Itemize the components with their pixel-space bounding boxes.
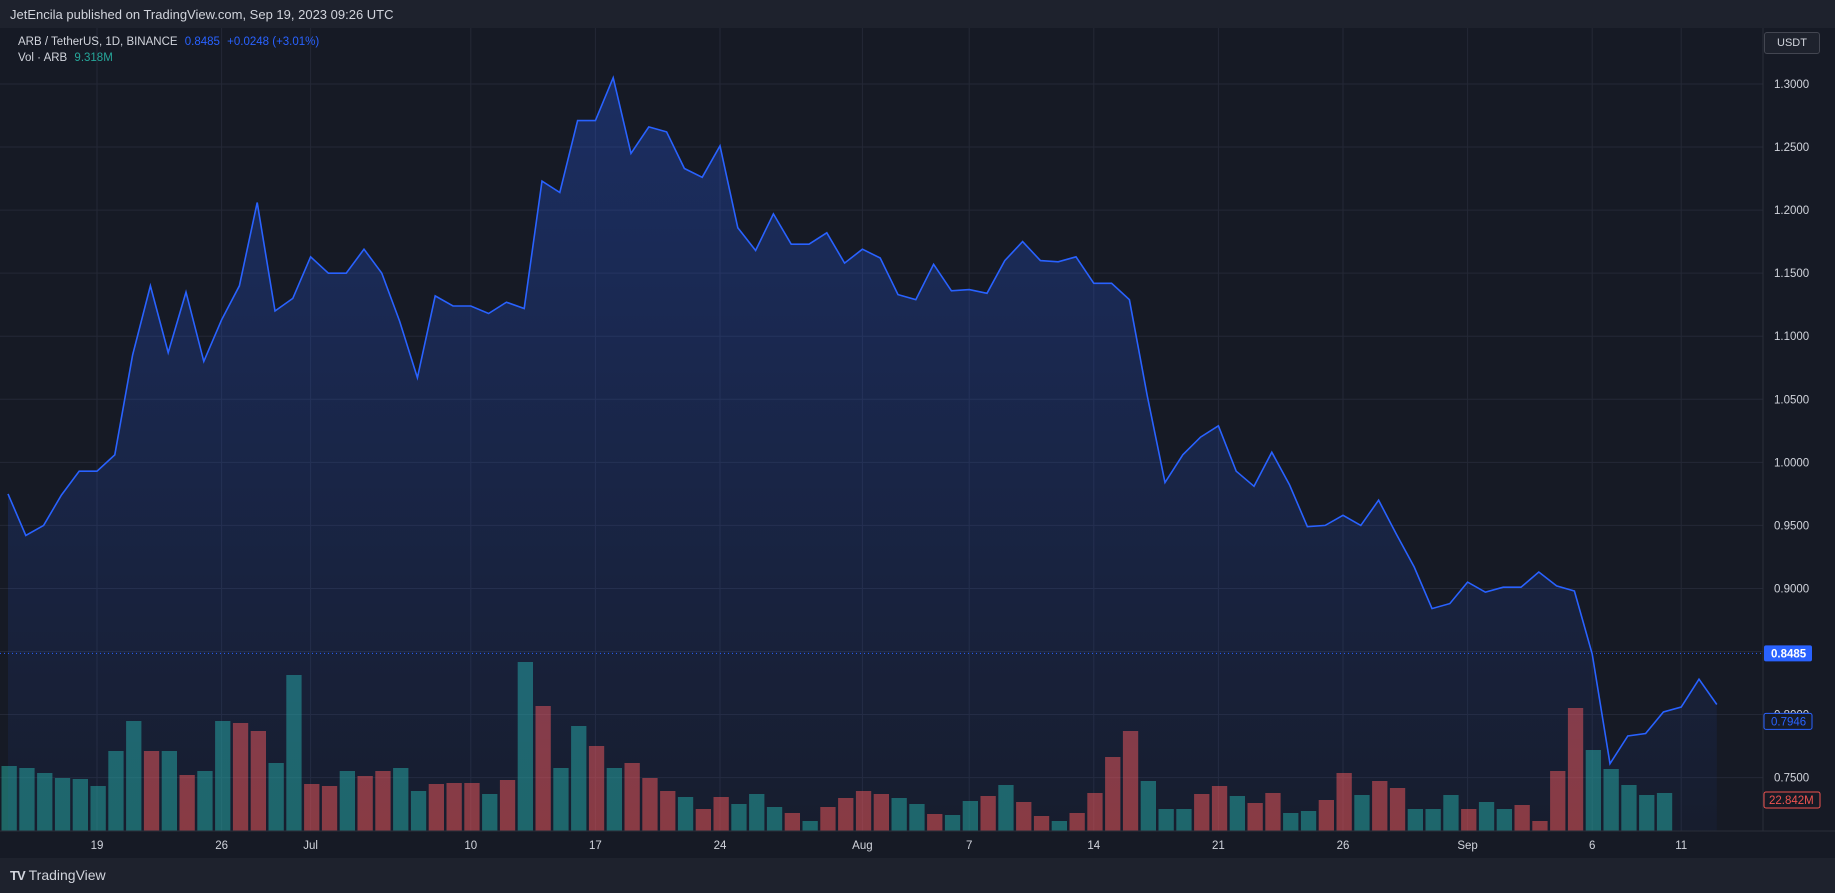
y-tick-label: 1.0500: [1774, 394, 1809, 406]
volume-label[interactable]: Vol · ARB: [18, 52, 68, 64]
x-tick-label: 26: [1337, 840, 1350, 852]
y-tick-label: 0.7500: [1774, 773, 1809, 785]
x-tick-label: 14: [1087, 840, 1100, 852]
y-tick-label: 0.9500: [1774, 520, 1809, 532]
y-tick-label: 1.2500: [1774, 142, 1809, 154]
price-chart[interactable]: 0.75000.80000.85000.90000.95001.00001.05…: [0, 28, 1835, 858]
x-tick-label: 11: [1675, 840, 1687, 852]
x-tick-label: Jul: [303, 840, 318, 852]
y-tick-label: 0.9000: [1774, 583, 1809, 595]
legend-volume-row: Vol · ARB 9.318M: [18, 50, 319, 66]
x-tick-label: 26: [215, 840, 228, 852]
legend-symbol-row: ARB / TetherUS, 1D, BINANCE 0.8485 +0.02…: [18, 34, 319, 50]
y-tick-label: 1.1000: [1774, 331, 1809, 343]
y-tick-label: 1.0000: [1774, 457, 1809, 469]
marker-price-tag: [1763, 712, 1813, 730]
x-tick-label: 21: [1212, 840, 1225, 852]
x-tick-label: 6: [1589, 840, 1595, 852]
symbol-label[interactable]: ARB / TetherUS, 1D, BINANCE: [18, 36, 178, 48]
chart-legend: ARB / TetherUS, 1D, BINANCE 0.8485 +0.02…: [18, 34, 319, 66]
x-tick-label: 7: [966, 840, 972, 852]
tradingview-brand[interactable]: TV TradingView: [10, 867, 106, 883]
volume-tag: [1763, 791, 1821, 809]
brand-name: TradingView: [28, 867, 106, 883]
legend-change: +0.0248 (+3.01%): [227, 36, 320, 48]
currency-button[interactable]: USDT: [1764, 32, 1820, 54]
tradingview-logo-icon: TV: [10, 867, 26, 883]
x-tick-label: 10: [464, 840, 477, 852]
price-line: [7, 75, 1718, 766]
x-tick-label: Sep: [1457, 840, 1477, 852]
legend-last-price: 0.8485: [184, 36, 220, 48]
chart-panel[interactable]: 0.75000.80000.85000.90000.95001.00001.05…: [0, 28, 1835, 858]
published-info: JetEncila published on TradingView.com, …: [10, 7, 394, 22]
x-tick-label: 19: [91, 840, 104, 852]
volume-value: 9.318M: [74, 52, 113, 64]
y-tick-label: 1.3000: [1774, 79, 1809, 91]
volume-tag-label: 22.842M: [1769, 795, 1814, 807]
marker-price-label: 0.7946: [1771, 716, 1806, 728]
publisher-bar: JetEncila published on TradingView.com, …: [0, 0, 1835, 28]
y-tick-label: 1.2000: [1774, 205, 1809, 217]
x-tick-label: 24: [714, 840, 727, 852]
last-price-tag: [1764, 645, 1812, 662]
x-tick-label: 17: [589, 840, 602, 852]
price-area: [8, 77, 1717, 831]
y-tick-label: 1.1500: [1774, 268, 1809, 280]
x-tick-label: Aug: [852, 840, 872, 852]
last-price-label: 0.8485: [1771, 648, 1807, 660]
footer: TV TradingView: [0, 858, 1835, 893]
